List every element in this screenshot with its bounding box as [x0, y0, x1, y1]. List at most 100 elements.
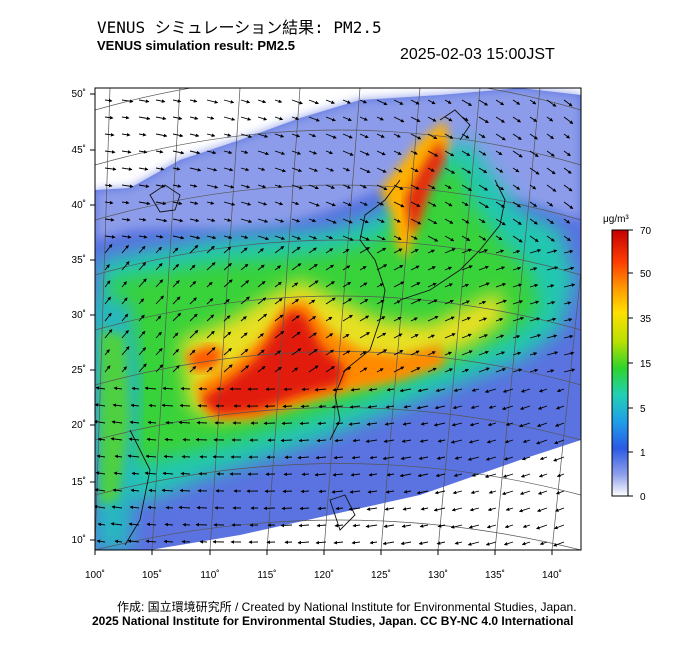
wind-vector — [418, 541, 429, 545]
wind-vector — [555, 490, 565, 495]
wind-vector — [240, 150, 249, 154]
wind-vector — [512, 316, 525, 322]
wind-vector — [376, 299, 385, 305]
colorbar-label: 50 — [640, 269, 652, 280]
wind-vectors — [95, 98, 576, 547]
wind-vector — [257, 133, 269, 138]
wind-vector — [383, 524, 395, 528]
wind-vector — [400, 541, 412, 546]
wind-vector — [223, 116, 236, 121]
wind-vector — [223, 347, 232, 356]
wind-vector — [382, 456, 395, 461]
wind-vector — [501, 490, 514, 496]
wind-vector — [386, 387, 395, 392]
wind-vector — [291, 116, 300, 121]
wind-vector — [403, 404, 412, 409]
wind-vector — [325, 281, 335, 288]
wind-vector — [291, 218, 301, 223]
wind-vector — [410, 235, 418, 240]
wind-vector — [529, 133, 538, 140]
wind-vector — [257, 201, 268, 206]
wind-vector — [461, 283, 470, 288]
wind-vector — [546, 334, 558, 339]
wind-vector — [410, 334, 419, 339]
wind-vector — [257, 116, 268, 121]
wind-vector — [274, 350, 282, 356]
wind-vector — [401, 439, 412, 443]
wind-vector — [161, 488, 174, 493]
wind-vector — [470, 405, 480, 410]
wind-vector — [502, 473, 514, 478]
wind-vector — [155, 315, 162, 322]
wind-vector — [502, 388, 514, 393]
wind-vector — [308, 247, 317, 254]
wind-vector — [342, 201, 352, 206]
wind-vector — [138, 278, 147, 288]
wind-vector — [522, 439, 531, 443]
wind-vector — [382, 541, 395, 546]
wind-vector — [503, 456, 514, 461]
wind-vector — [563, 218, 571, 224]
wind-vector — [352, 523, 361, 528]
wind-vector — [240, 99, 251, 104]
wind-vector — [165, 505, 174, 510]
wind-vector — [104, 312, 112, 322]
wind-vector — [350, 472, 361, 477]
wind-vector — [504, 524, 514, 529]
wind-vector — [478, 133, 486, 139]
wind-vector — [104, 349, 110, 356]
wind-vector — [332, 387, 344, 392]
wind-vector — [367, 405, 378, 409]
wind-vector — [467, 456, 480, 461]
wind-vector — [417, 388, 429, 393]
wind-vector — [128, 522, 140, 526]
wind-vector — [138, 330, 146, 339]
wind-vector — [325, 366, 335, 373]
wind-vector — [556, 388, 565, 393]
wind-vector — [257, 167, 266, 171]
wind-vector — [138, 245, 146, 254]
wind-vector — [206, 167, 218, 172]
wind-vector — [104, 98, 113, 103]
wind-vector — [206, 201, 215, 205]
wind-vector — [189, 349, 196, 356]
wind-vector — [444, 218, 454, 224]
wind-vector — [418, 456, 429, 460]
wind-vector — [127, 539, 140, 543]
wind-vector — [138, 99, 150, 103]
wind-vector — [147, 505, 157, 510]
wind-vector — [444, 116, 453, 122]
wind-vector — [325, 150, 334, 155]
wind-vector — [172, 280, 180, 288]
wind-vector — [478, 350, 489, 356]
wind-vector — [444, 368, 453, 373]
wind-vector — [512, 218, 522, 225]
colorbar-label: 15 — [640, 359, 652, 370]
wind-vector — [385, 405, 395, 409]
wind-vector — [402, 507, 412, 511]
wind-vector — [495, 299, 507, 305]
wind-vector — [121, 132, 131, 137]
wind-vector — [350, 387, 361, 392]
wind-vector — [155, 347, 163, 356]
wind-vector — [478, 167, 488, 174]
wind-vector — [274, 99, 283, 103]
wind-vector — [206, 281, 213, 288]
wind-vector — [450, 524, 463, 529]
wind-vector — [280, 438, 293, 443]
wind-vector — [189, 366, 197, 373]
wind-vector — [505, 507, 514, 511]
colorbar-scale — [611, 229, 629, 497]
wind-vector — [291, 315, 300, 322]
wind-vector — [461, 116, 469, 121]
wind-vector — [427, 99, 436, 105]
wind-vector — [333, 540, 344, 545]
wind-vector — [240, 332, 248, 339]
wind-vector — [138, 262, 147, 271]
wind-vector — [487, 507, 497, 512]
wind-vector — [342, 167, 351, 172]
wind-vector — [172, 201, 183, 206]
wind-vector — [114, 454, 123, 459]
wind-vector — [317, 421, 327, 426]
wind-vector — [495, 317, 504, 322]
